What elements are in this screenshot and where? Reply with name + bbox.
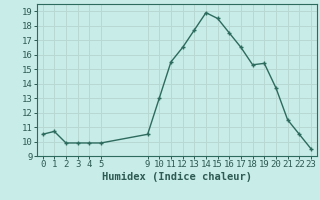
X-axis label: Humidex (Indice chaleur): Humidex (Indice chaleur) [102,172,252,182]
